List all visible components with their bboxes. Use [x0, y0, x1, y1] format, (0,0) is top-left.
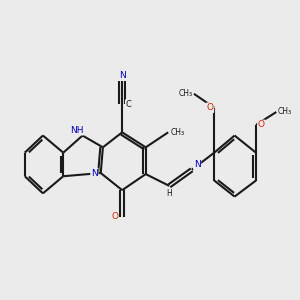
Text: NH: NH — [70, 126, 84, 135]
Text: CH₃: CH₃ — [171, 128, 185, 137]
Text: N: N — [119, 71, 125, 80]
Text: O: O — [206, 103, 214, 112]
Text: N: N — [91, 169, 98, 178]
Text: H: H — [167, 189, 172, 198]
Text: CH₃: CH₃ — [278, 107, 292, 116]
Text: O: O — [258, 120, 265, 129]
Text: CH₃: CH₃ — [178, 89, 192, 98]
Text: C: C — [126, 100, 131, 109]
Text: O: O — [111, 212, 118, 221]
Text: N: N — [194, 160, 200, 169]
